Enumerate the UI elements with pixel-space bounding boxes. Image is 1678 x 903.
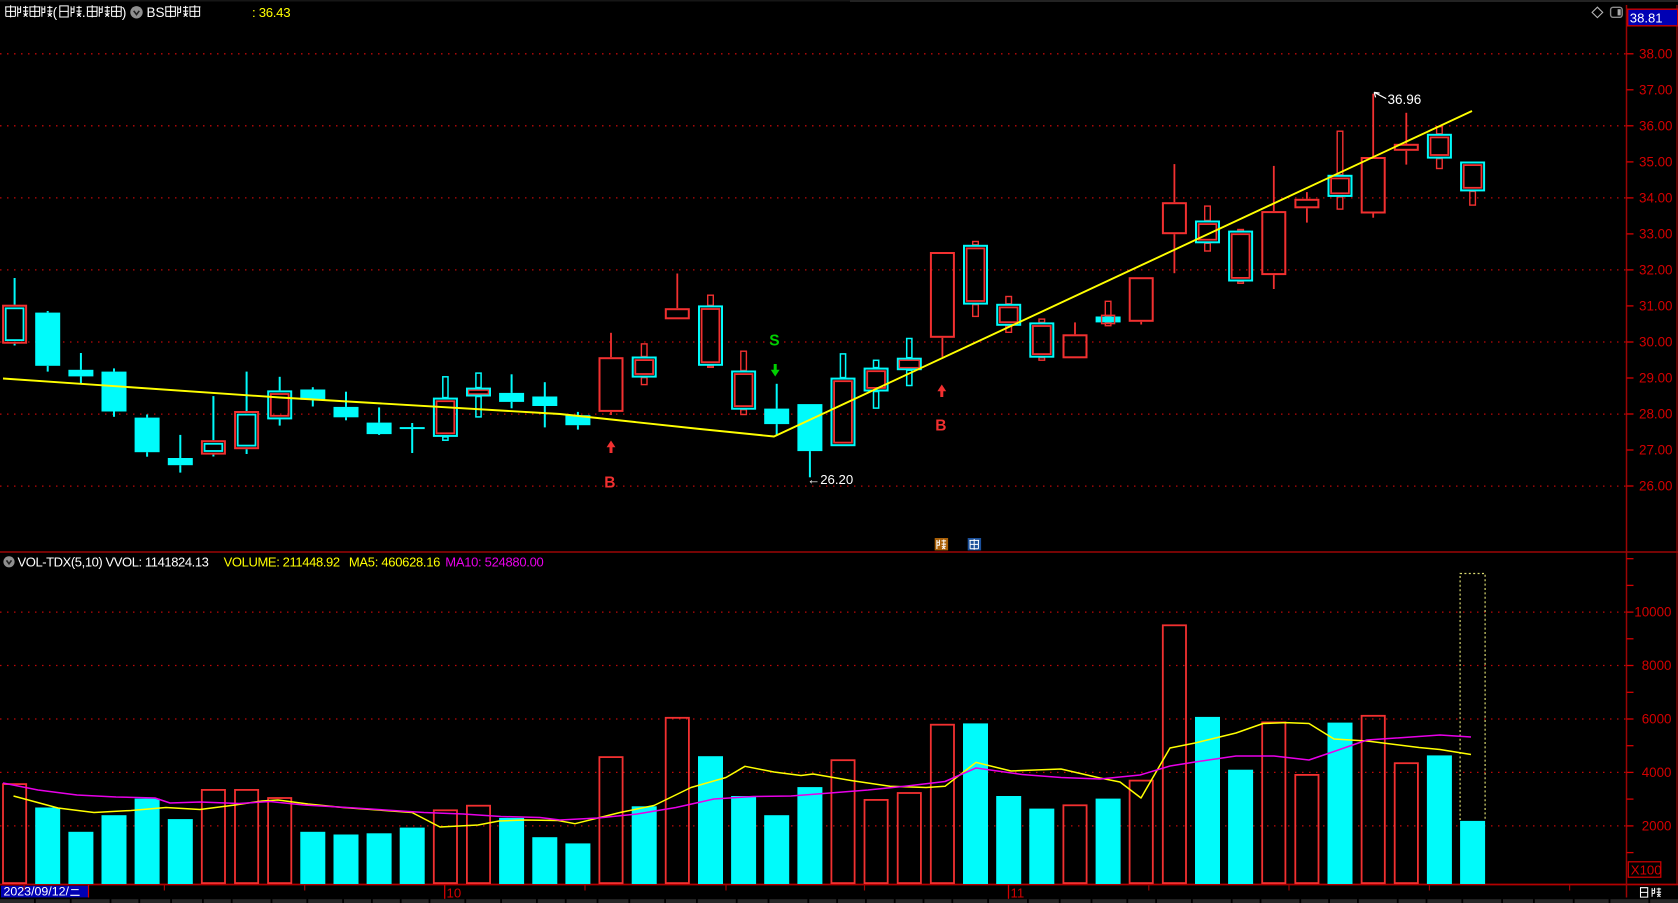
- svg-text:BS: BS: [147, 5, 165, 20]
- svg-text:X100: X100: [1631, 862, 1662, 877]
- svg-text:B: B: [604, 475, 615, 492]
- svg-text:10: 10: [447, 885, 462, 900]
- svg-text:6000: 6000: [1642, 712, 1672, 727]
- svg-text:8000: 8000: [1642, 658, 1672, 673]
- svg-text:32.00: 32.00: [1639, 263, 1673, 278]
- svg-text:11: 11: [1011, 885, 1025, 900]
- svg-text:S: S: [769, 333, 779, 350]
- svg-text:34.00: 34.00: [1639, 191, 1673, 206]
- svg-text:31.00: 31.00: [1639, 299, 1673, 314]
- svg-text:VOL-TDX(5,10) VVOL: 1141824.13: VOL-TDX(5,10) VVOL: 1141824.13: [18, 555, 209, 570]
- svg-text:MA10: 524880.00: MA10: 524880.00: [445, 555, 543, 570]
- svg-text:27.00: 27.00: [1639, 443, 1673, 458]
- svg-text:33.00: 33.00: [1639, 227, 1673, 242]
- svg-text:10000: 10000: [1634, 605, 1671, 620]
- svg-text:.: .: [82, 5, 86, 20]
- svg-text:38.00: 38.00: [1639, 46, 1673, 61]
- svg-text:4000: 4000: [1642, 765, 1672, 780]
- svg-text:35.00: 35.00: [1639, 155, 1673, 170]
- svg-text:2000: 2000: [1642, 819, 1672, 834]
- svg-text:37.00: 37.00: [1639, 82, 1673, 97]
- svg-text:38.81: 38.81: [1630, 10, 1663, 25]
- svg-text:36.00: 36.00: [1639, 118, 1673, 133]
- svg-text:B: B: [935, 418, 946, 435]
- svg-text:30.00: 30.00: [1639, 335, 1673, 350]
- svg-text:←26.20: ←26.20: [807, 472, 853, 487]
- svg-text:36.96: 36.96: [1388, 92, 1422, 107]
- svg-text:): ): [122, 5, 127, 20]
- svg-text:29.00: 29.00: [1639, 371, 1673, 386]
- svg-text:(: (: [53, 5, 58, 20]
- svg-text:28.00: 28.00: [1639, 407, 1673, 422]
- svg-text:26.00: 26.00: [1639, 479, 1673, 494]
- svg-text:MA5: 460628.16: MA5: 460628.16: [349, 555, 440, 570]
- svg-text:VOLUME: 211448.92: VOLUME: 211448.92: [224, 555, 340, 570]
- svg-text:: 36.43: : 36.43: [252, 5, 290, 20]
- svg-text:2023/09/12/: 2023/09/12/: [4, 885, 70, 899]
